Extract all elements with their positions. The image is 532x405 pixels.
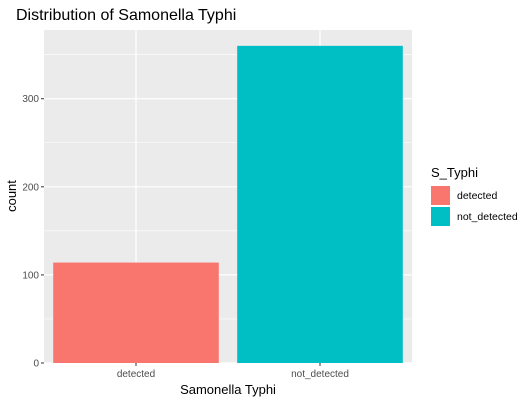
bar-not_detected [237, 45, 403, 363]
legend-title: S_Typhi [431, 165, 478, 180]
legend-label-detected: detected [457, 190, 497, 202]
y-axis: 0 100 200 300 [22, 94, 44, 370]
y-tick-label: 0 [33, 359, 39, 370]
legend: S_Typhi detected not_detected [431, 165, 518, 226]
x-tick-label: not_detected [291, 369, 349, 380]
legend-swatch-not_detected [431, 207, 450, 226]
bar-detected [53, 262, 219, 363]
x-axis-title: Samonella Typhi [180, 382, 276, 397]
x-axis: detected not_detected [117, 363, 349, 380]
y-axis-title: count [4, 180, 19, 212]
y-tick-label: 300 [22, 94, 39, 105]
y-tick-label: 200 [22, 182, 39, 193]
x-tick-label: detected [117, 369, 155, 380]
y-tick-label: 100 [22, 270, 39, 281]
legend-swatch-detected [431, 186, 450, 205]
bars [53, 45, 403, 363]
legend-label-not_detected: not_detected [457, 211, 518, 223]
chart-title: Distribution of Samonella Typhi [16, 7, 236, 24]
